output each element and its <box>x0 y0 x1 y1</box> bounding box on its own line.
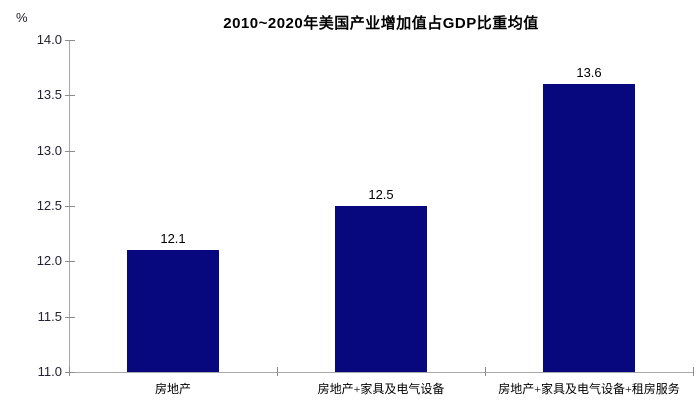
y-axis-tick <box>65 206 75 207</box>
y-axis-tick <box>65 372 75 373</box>
x-axis-tick <box>485 367 486 376</box>
y-axis-tick <box>65 95 75 96</box>
x-axis-category-label: 房地产+家具及电气设备 <box>317 382 445 396</box>
x-axis-tick <box>277 367 278 376</box>
x-axis-tick <box>693 367 694 376</box>
y-axis-unit-label: % <box>16 10 28 25</box>
y-axis-tick-label: 11.0 <box>37 364 62 379</box>
x-axis-category-label: 房地产 <box>154 382 191 396</box>
x-axis-tick <box>69 367 70 376</box>
y-axis-tick <box>65 151 75 152</box>
x-axis-category-label: 房地产+家具及电气设备+租房服务 <box>498 382 680 396</box>
y-axis-tick <box>65 40 75 41</box>
bar-2 <box>335 206 427 372</box>
x-axis-line <box>69 372 694 373</box>
bar-value-label: 13.6 <box>576 65 602 80</box>
y-axis-tick-label: 12.5 <box>36 198 62 213</box>
y-axis-tick-label: 14.0 <box>36 32 62 47</box>
y-axis-tick <box>65 261 75 262</box>
bar-value-label: 12.5 <box>368 187 394 202</box>
bar-3 <box>543 84 635 372</box>
bar-value-label: 12.1 <box>160 231 186 246</box>
y-axis-tick-label: 11.5 <box>37 309 62 324</box>
bar-1 <box>127 250 219 372</box>
y-axis-tick <box>65 317 75 318</box>
chart-title: 2010~2020年美国产业增加值占GDP比重均值 <box>223 15 539 32</box>
y-axis-tick-label: 12.0 <box>36 253 62 268</box>
y-axis-tick-label: 13.0 <box>36 143 62 158</box>
y-axis-tick-label: 13.5 <box>36 87 62 102</box>
